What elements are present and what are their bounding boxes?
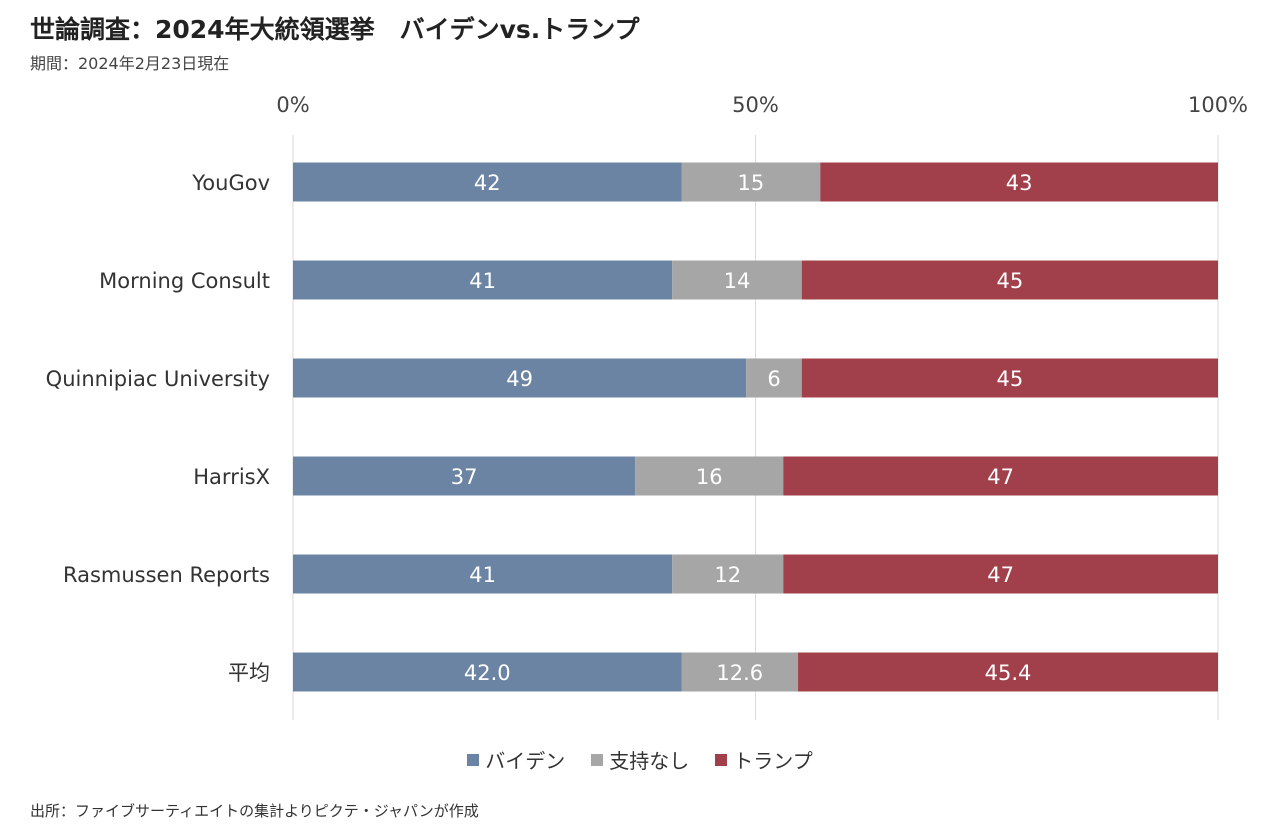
category-label: Quinnipiac University <box>46 367 270 391</box>
bar-segment <box>801 358 1218 398</box>
data-label: 45.4 <box>985 661 1032 685</box>
bar-segment <box>293 652 682 692</box>
x-tick-label: 50% <box>732 93 779 117</box>
x-tick-label: 100% <box>1188 93 1248 117</box>
category-label: Morning Consult <box>99 269 270 293</box>
bar-segment <box>293 162 682 202</box>
bar-segment <box>798 652 1218 692</box>
legend-item: バイデン <box>467 745 565 774</box>
bar-segment <box>820 162 1218 202</box>
legend-item: トランプ <box>715 745 813 774</box>
data-label: 49 <box>506 367 533 391</box>
chart-legend: バイデン 支持なし トランプ <box>0 745 1280 774</box>
bar-segment <box>681 162 821 202</box>
data-label: 15 <box>738 171 765 195</box>
category-label: HarrisX <box>193 465 270 489</box>
data-label: 41 <box>469 269 496 293</box>
bar-segment <box>801 260 1218 300</box>
data-label: 12 <box>714 563 741 587</box>
bar-segment <box>635 456 784 496</box>
legend-swatch <box>715 753 728 766</box>
bar-segment <box>672 260 802 300</box>
bar-segment <box>746 358 802 398</box>
source-note: 出所：ファイブサーティエイトの集計よりピクテ・ジャパンが作成 <box>30 802 479 820</box>
bar-segment <box>672 554 784 594</box>
bar-segment <box>293 554 673 594</box>
data-label: 37 <box>451 465 478 489</box>
data-label: 43 <box>1006 171 1033 195</box>
data-label: 45 <box>997 367 1024 391</box>
data-label: 47 <box>987 563 1014 587</box>
data-label: 42 <box>474 171 501 195</box>
category-label: Rasmussen Reports <box>63 563 270 587</box>
data-label: 47 <box>987 465 1014 489</box>
data-label: 6 <box>767 367 780 391</box>
bar-segment <box>783 554 1218 594</box>
chart-subtitle: 期間：2024年2月23日現在 <box>30 54 230 73</box>
data-label: 42.0 <box>464 661 511 685</box>
chart-title: 世論調査：2024年大統領選挙 バイデンvs.トランプ <box>30 15 640 44</box>
bar-segment <box>293 358 747 398</box>
bar-segment <box>293 456 636 496</box>
legend-swatch <box>467 753 480 766</box>
data-label: 12.6 <box>716 661 763 685</box>
legend-label: バイデン <box>485 749 566 773</box>
bar-segment <box>681 652 799 692</box>
legend-label: 支持なし <box>609 749 690 773</box>
legend-label: トランプ <box>733 749 813 773</box>
data-label: 41 <box>469 563 496 587</box>
x-tick-label: 0% <box>276 93 309 117</box>
category-label: YouGov <box>191 171 270 195</box>
data-label: 14 <box>724 269 751 293</box>
legend-swatch <box>591 753 604 766</box>
bar-segment <box>293 260 673 300</box>
legend-item: 支持なし <box>591 745 689 774</box>
data-label: 16 <box>696 465 723 489</box>
bar-segment <box>783 456 1218 496</box>
data-label: 45 <box>997 269 1024 293</box>
category-label: 平均 <box>228 661 270 685</box>
